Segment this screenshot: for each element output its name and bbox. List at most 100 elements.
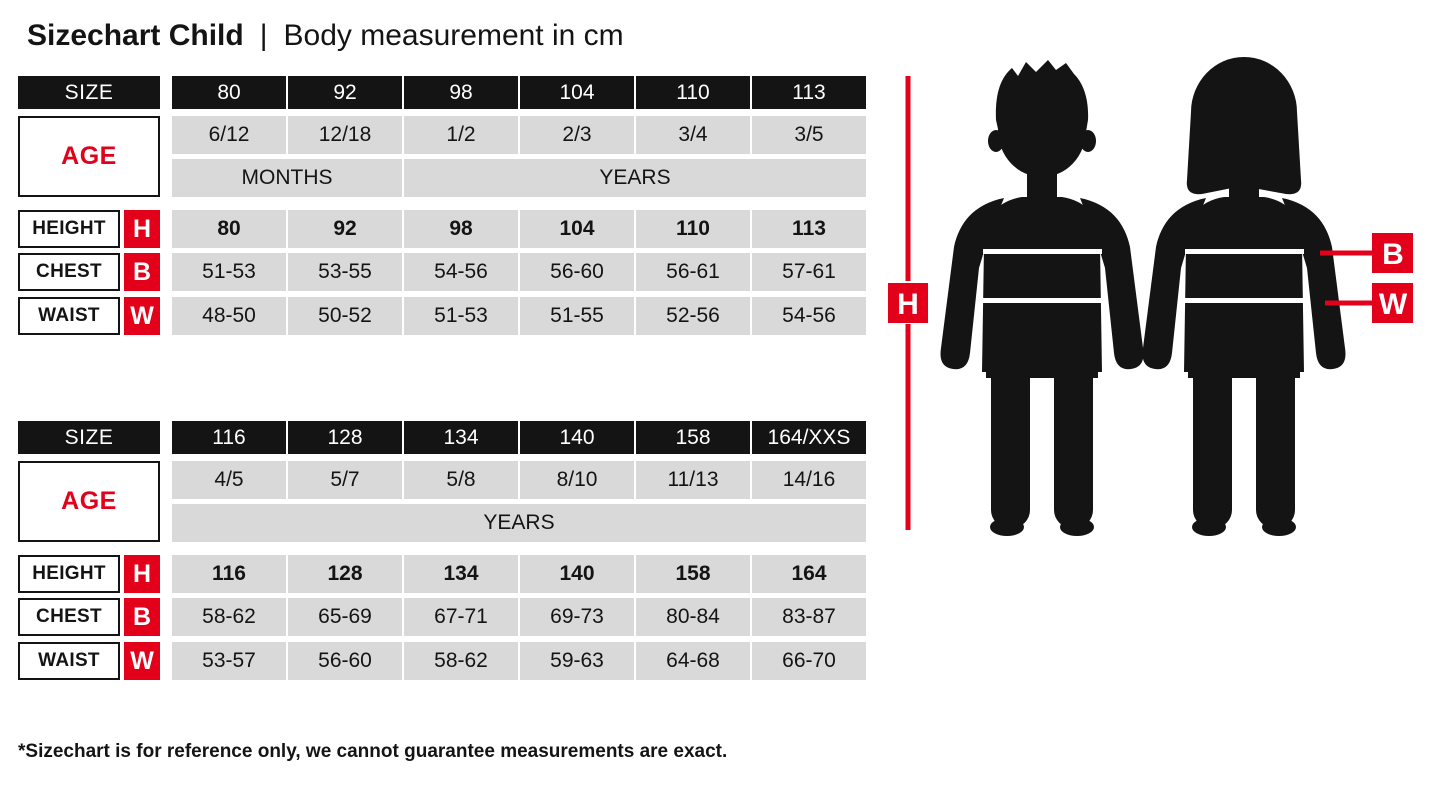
waist-value: 58-62 <box>404 642 518 680</box>
chest-row-label: CHEST <box>18 253 120 291</box>
waist-value: 51-55 <box>520 297 634 335</box>
waist-indicator-letter: W <box>1379 288 1408 321</box>
waist-value: 52-56 <box>636 297 750 335</box>
chest-row-label: CHEST <box>18 598 120 636</box>
size-value: 128 <box>288 421 402 454</box>
boy-waist-band <box>983 298 1102 303</box>
age-unit-years: YEARS <box>404 159 866 197</box>
size-value: 92 <box>288 76 402 109</box>
age-row-label: AGE <box>18 116 160 197</box>
waist-value: 64-68 <box>636 642 750 680</box>
waist-indicator-badge <box>1372 283 1413 323</box>
height-value: 110 <box>636 210 750 248</box>
size-value: 80 <box>172 76 286 109</box>
height-letter-badge: H <box>124 210 160 248</box>
size-header-label: SIZE <box>18 76 160 109</box>
age-units-row: YEARS <box>172 504 866 542</box>
waist-row-label: WAIST <box>18 642 120 680</box>
height-indicator-letter: H <box>897 288 919 321</box>
boy-chest-band <box>983 249 1102 254</box>
chest-value: 67-71 <box>404 598 518 636</box>
chest-indicator-letter: B <box>1382 238 1404 271</box>
age-value: 14/16 <box>752 461 866 499</box>
waist-value: 66-70 <box>752 642 866 680</box>
chest-indicator-badge <box>1372 233 1413 273</box>
size-row: SIZE 116 128 134 140 158 164/XXS <box>18 421 866 454</box>
waist-value: 59-63 <box>520 642 634 680</box>
sizechart-table-large: SIZE 116 128 134 140 158 164/XXS AGE 4/5… <box>18 421 866 681</box>
waist-value: 53-57 <box>172 642 286 680</box>
age-row: 4/5 5/7 5/8 8/10 11/13 14/16 <box>172 461 866 499</box>
girl-silhouette <box>1142 57 1346 536</box>
height-row-label: HEIGHT <box>18 555 120 593</box>
size-header-label: SIZE <box>18 421 160 454</box>
age-unit-years: YEARS <box>172 504 866 542</box>
size-value: 104 <box>520 76 634 109</box>
age-row-label: AGE <box>18 461 160 542</box>
size-value: 98 <box>404 76 518 109</box>
waist-value: 51-53 <box>404 297 518 335</box>
waist-row: WAIST W 48-50 50-52 51-53 51-55 52-56 54… <box>18 297 866 335</box>
age-value: 5/7 <box>288 461 402 499</box>
age-value: 1/2 <box>404 116 518 154</box>
height-row: HEIGHT H 80 92 98 104 110 113 <box>18 210 866 248</box>
chest-value: 57-61 <box>752 253 866 291</box>
waist-value: 56-60 <box>288 642 402 680</box>
size-value: 140 <box>520 421 634 454</box>
height-value: 92 <box>288 210 402 248</box>
waist-value: 54-56 <box>752 297 866 335</box>
size-value: 134 <box>404 421 518 454</box>
chest-value: 80-84 <box>636 598 750 636</box>
size-value: 116 <box>172 421 286 454</box>
height-value: 134 <box>404 555 518 593</box>
chest-value: 51-53 <box>172 253 286 291</box>
age-value: 4/5 <box>172 461 286 499</box>
chest-value: 69-73 <box>520 598 634 636</box>
page-title: Sizechart Child | Body measurement in cm <box>27 18 624 54</box>
chest-value: 58-62 <box>172 598 286 636</box>
height-row: HEIGHT H 116 128 134 140 158 164 <box>18 555 866 593</box>
age-value: 3/5 <box>752 116 866 154</box>
height-value: 158 <box>636 555 750 593</box>
size-value: 164/XXS <box>752 421 866 454</box>
height-letter-badge: H <box>124 555 160 593</box>
size-value: 113 <box>752 76 866 109</box>
height-value: 128 <box>288 555 402 593</box>
chest-value: 83-87 <box>752 598 866 636</box>
height-value: 164 <box>752 555 866 593</box>
chest-row: CHEST B 51-53 53-55 54-56 56-60 56-61 57… <box>18 253 866 291</box>
measurement-figure: H B W <box>888 57 1413 536</box>
chest-value: 56-60 <box>520 253 634 291</box>
size-value: 110 <box>636 76 750 109</box>
height-value: 104 <box>520 210 634 248</box>
size-row: SIZE 80 92 98 104 110 113 <box>18 76 866 109</box>
age-value: 6/12 <box>172 116 286 154</box>
waist-value: 50-52 <box>288 297 402 335</box>
chest-letter-badge: B <box>124 253 160 291</box>
height-value: 113 <box>752 210 866 248</box>
age-value: 5/8 <box>404 461 518 499</box>
girl-chest-band <box>1185 249 1304 254</box>
chest-value: 65-69 <box>288 598 402 636</box>
chest-value: 56-61 <box>636 253 750 291</box>
age-unit-months: MONTHS <box>172 159 402 197</box>
girl-waist-band <box>1185 298 1304 303</box>
age-value: 12/18 <box>288 116 402 154</box>
chest-row: CHEST B 58-62 65-69 67-71 69-73 80-84 83… <box>18 598 866 636</box>
age-units-row: MONTHS YEARS <box>172 159 866 197</box>
chest-value: 53-55 <box>288 253 402 291</box>
size-value: 158 <box>636 421 750 454</box>
title-main: Sizechart Child <box>27 19 244 52</box>
height-value: 80 <box>172 210 286 248</box>
waist-row-label: WAIST <box>18 297 120 335</box>
height-value: 98 <box>404 210 518 248</box>
height-value: 116 <box>172 555 286 593</box>
title-subtitle: Body measurement in cm <box>283 19 624 52</box>
waist-value: 48-50 <box>172 297 286 335</box>
chest-value: 54-56 <box>404 253 518 291</box>
waist-letter-badge: W <box>124 297 160 335</box>
age-value: 8/10 <box>520 461 634 499</box>
age-value: 2/3 <box>520 116 634 154</box>
age-value: 11/13 <box>636 461 750 499</box>
